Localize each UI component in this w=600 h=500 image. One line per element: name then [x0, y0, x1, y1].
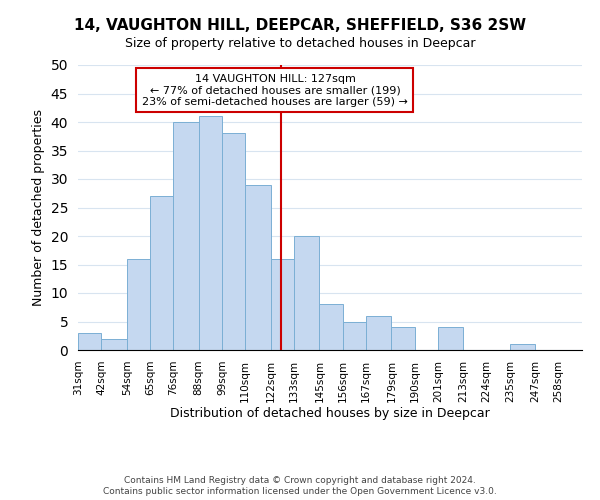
Bar — [199, 116, 222, 350]
Text: Contains public sector information licensed under the Open Government Licence v3: Contains public sector information licen… — [103, 488, 497, 496]
Bar — [438, 327, 463, 350]
Bar — [245, 184, 271, 350]
Text: 14, VAUGHTON HILL, DEEPCAR, SHEFFIELD, S36 2SW: 14, VAUGHTON HILL, DEEPCAR, SHEFFIELD, S… — [74, 18, 526, 32]
Bar — [271, 259, 294, 350]
Text: Size of property relative to detached houses in Deepcar: Size of property relative to detached ho… — [125, 38, 475, 51]
Bar — [510, 344, 535, 350]
Bar — [150, 196, 173, 350]
Bar — [366, 316, 391, 350]
Y-axis label: Number of detached properties: Number of detached properties — [32, 109, 45, 306]
Text: Contains HM Land Registry data © Crown copyright and database right 2024.: Contains HM Land Registry data © Crown c… — [124, 476, 476, 485]
Bar — [319, 304, 343, 350]
Bar — [391, 327, 415, 350]
Bar — [294, 236, 319, 350]
Bar — [222, 134, 245, 350]
Bar — [343, 322, 366, 350]
Bar — [101, 338, 127, 350]
Bar — [78, 333, 101, 350]
Text: 14 VAUGHTON HILL: 127sqm
← 77% of detached houses are smaller (199)
23% of semi-: 14 VAUGHTON HILL: 127sqm ← 77% of detach… — [142, 74, 408, 107]
Bar — [173, 122, 199, 350]
Bar — [127, 259, 150, 350]
X-axis label: Distribution of detached houses by size in Deepcar: Distribution of detached houses by size … — [170, 408, 490, 420]
